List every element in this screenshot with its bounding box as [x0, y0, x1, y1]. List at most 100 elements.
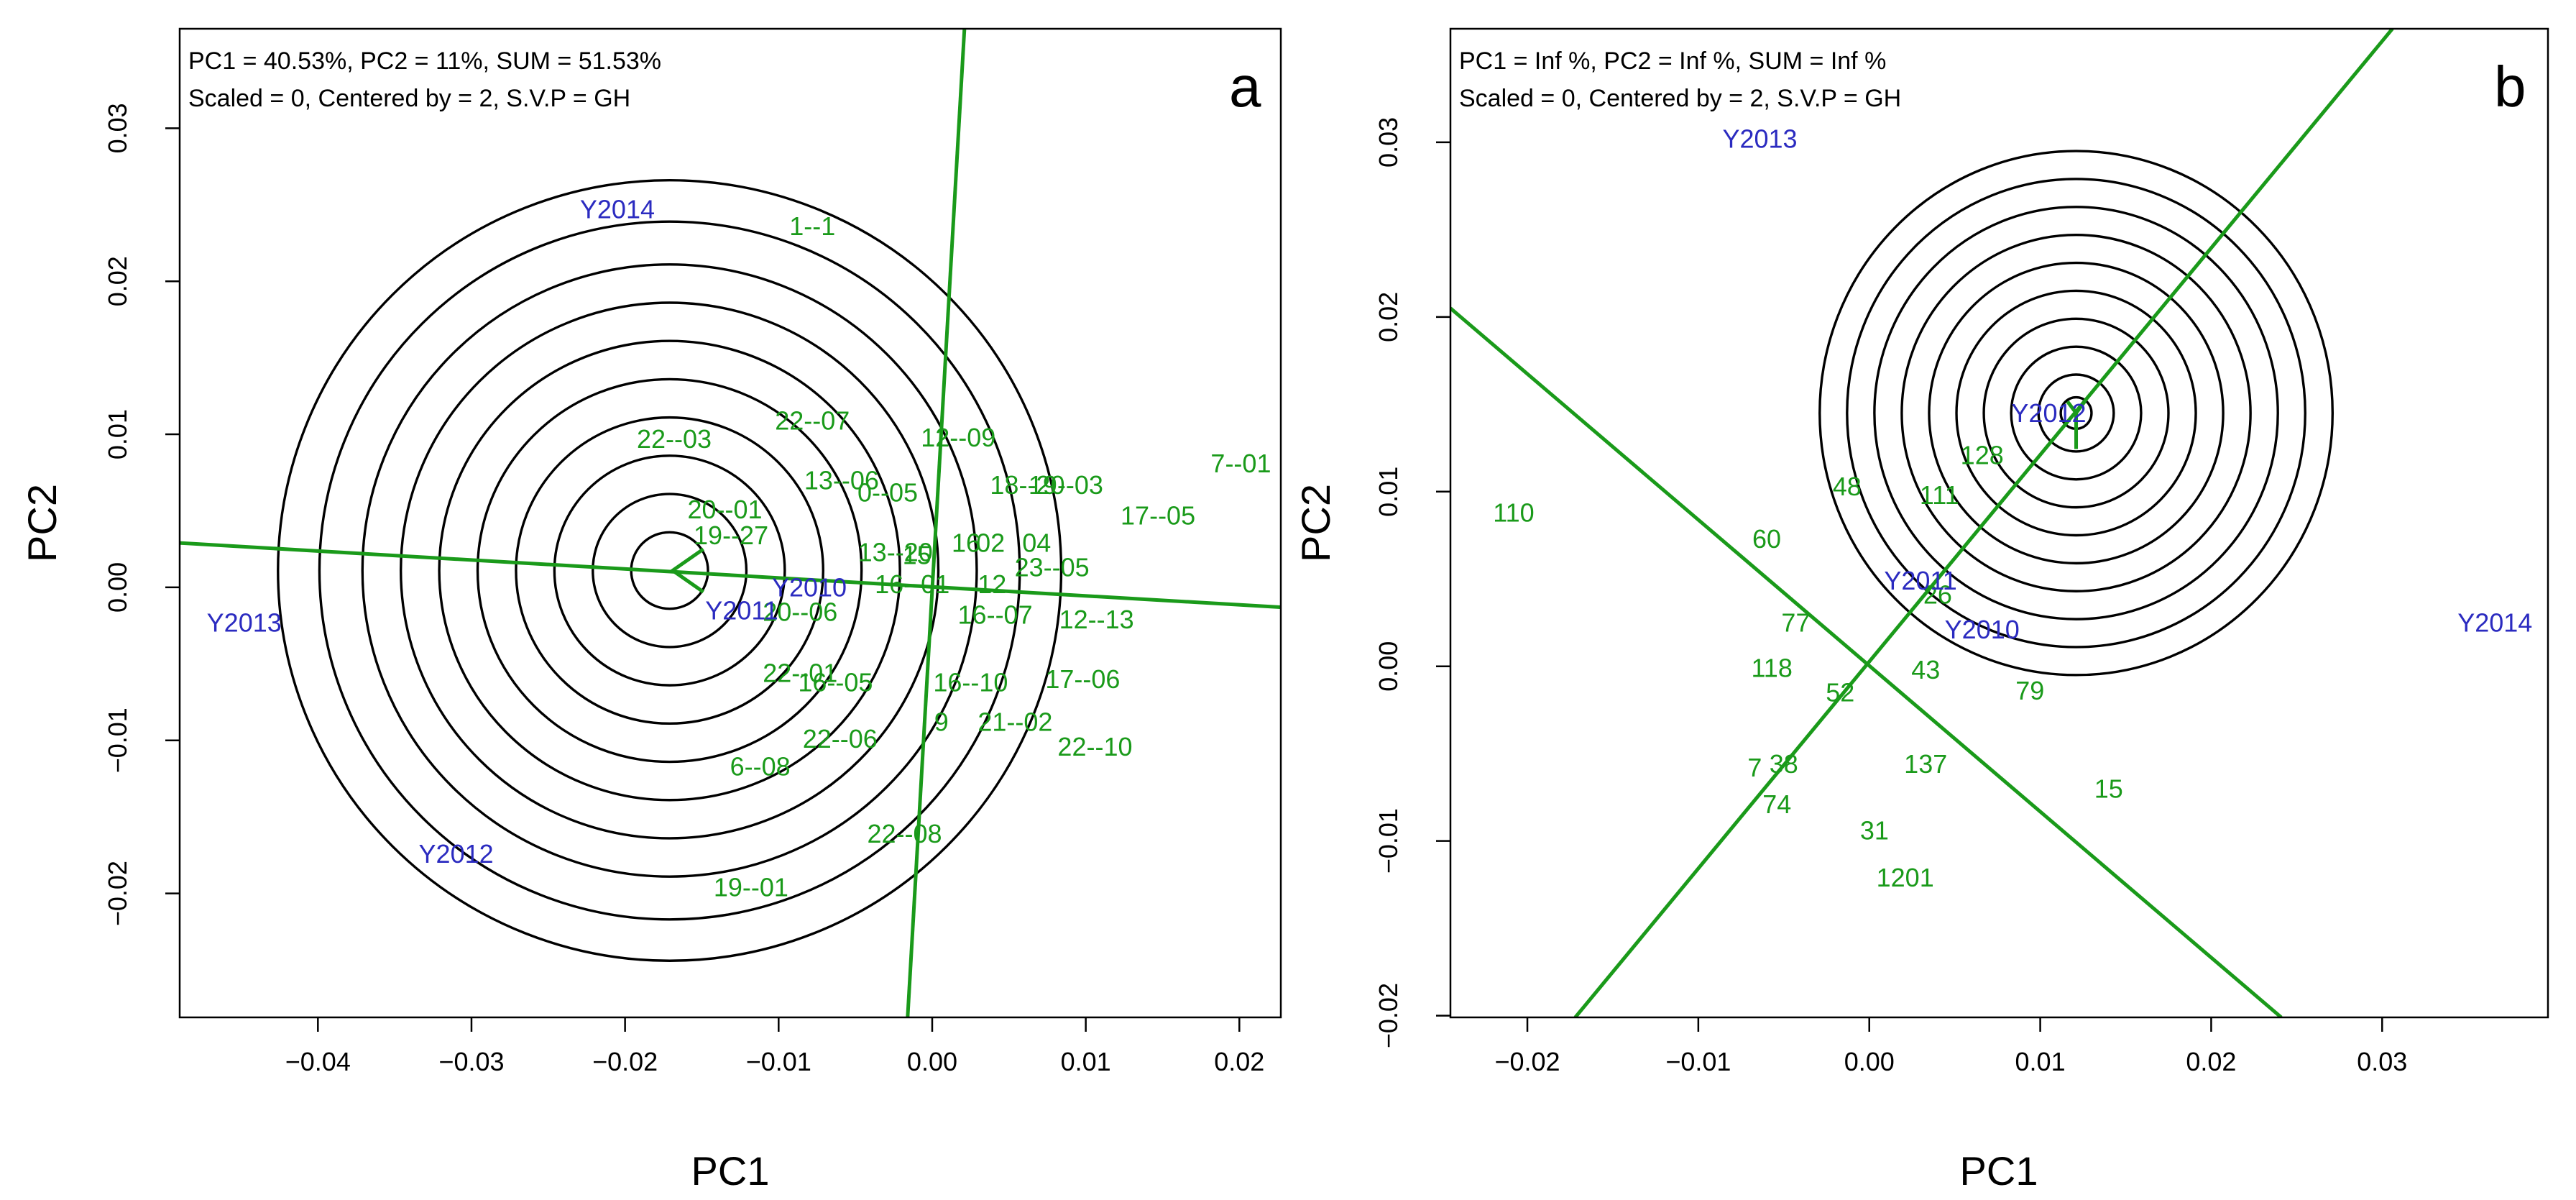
genotype-label: 110 [1493, 498, 1534, 527]
environment-label: Y2011 [705, 595, 778, 625]
x-tick-label: 0.00 [1844, 1047, 1895, 1076]
y-tick-label: 0.00 [1374, 641, 1403, 692]
axis-line [1573, 29, 2394, 1017]
genotype-label: 111 [1920, 480, 1959, 510]
genotype-label: 6--08 [730, 751, 791, 781]
genotype-label: 52 [1826, 678, 1854, 707]
genotype-label: 118 [1751, 654, 1792, 683]
genotype-label: 1201 [1877, 863, 1934, 892]
genotype-label: 38 [1770, 749, 1798, 779]
environment-label: Y2010 [772, 572, 847, 602]
concentric-ring [1982, 317, 2170, 509]
y-axis-label: PC2 [19, 484, 65, 562]
concentric-ring [361, 263, 978, 878]
genotype-label: 7--01 [1210, 449, 1271, 478]
average-arrow [669, 547, 705, 594]
environment-label: Y2014 [580, 195, 655, 224]
concentric-ring [1873, 206, 2279, 620]
genotype-label: 74 [1762, 789, 1791, 819]
genotype-label: 7 [1747, 753, 1762, 782]
concentric-ring [515, 416, 824, 725]
concentric-ring [1846, 178, 2306, 649]
x-axis-label: PC1 [1960, 1148, 2038, 1194]
genotype-label: 16--10 [933, 667, 1008, 697]
genotype-label: 20--01 [687, 495, 762, 524]
genotype-label: 16 [952, 528, 980, 558]
genotype-label: 18--20 [990, 470, 1064, 500]
genotype-label: 12--09 [921, 423, 995, 452]
genotype-label: 128 [1961, 440, 2004, 470]
info-text: Scaled = 0, Centered by = 2, S.V.P = GH [1459, 85, 1901, 112]
concentric-ring [476, 377, 863, 764]
info-text: PC1 = Inf %, PC2 = Inf %, SUM = Inf % [1459, 47, 1886, 75]
y-axis-label: PC2 [1293, 484, 1338, 562]
genotype-label: 19--27 [694, 521, 768, 550]
genotype-label: 13--06 [804, 465, 879, 495]
concentric-ring [1900, 233, 2252, 592]
environment-label: Y2013 [1722, 124, 1797, 154]
environment-label: Y2011 [1884, 566, 1956, 595]
axis-line [906, 29, 967, 1017]
x-tick-label: −0.03 [438, 1047, 504, 1076]
genotype-label: 22--03 [637, 424, 712, 454]
concentric-ring [592, 493, 748, 649]
genotype-label: 02 [976, 528, 1005, 558]
genotype-label: 22--07 [775, 406, 850, 435]
y-tick-label: 0.02 [103, 256, 132, 306]
concentric-ring [553, 454, 786, 687]
genotype-label: 16--01 [875, 569, 949, 599]
genotype-label: 9 [934, 707, 949, 737]
x-tick-label: 0.02 [1214, 1047, 1264, 1076]
environment-label: Y2014 [2457, 608, 2532, 637]
x-tick-label: 0.02 [2186, 1047, 2236, 1076]
x-tick-label: −0.04 [285, 1047, 351, 1076]
x-tick-label: −0.02 [1494, 1047, 1560, 1076]
y-tick-label: −0.01 [103, 707, 132, 773]
panel-letter: a [1229, 55, 1261, 119]
x-tick-label: −0.01 [1665, 1047, 1731, 1076]
genotype-label: 22--06 [803, 724, 878, 754]
plot-frame [1449, 27, 2549, 1019]
genotype-label: 31 [1860, 816, 1889, 846]
genotype-label: 16--07 [958, 600, 1033, 630]
concentric-ring [2010, 345, 2143, 481]
concentric-ring [277, 179, 1063, 962]
genotype-label: 0--05 [857, 477, 918, 507]
x-tick-label: 0.03 [2357, 1047, 2407, 1076]
genotype-label: 21--02 [978, 707, 1052, 737]
genotype-label: 43 [1911, 655, 1940, 684]
y-tick-label: −0.02 [103, 861, 132, 926]
plot-frame [178, 27, 1282, 1019]
x-tick-label: 0.00 [907, 1047, 957, 1076]
x-axis-label: PC1 [691, 1148, 770, 1194]
genotype-label: 19--03 [1029, 470, 1103, 500]
genotype-label: 26 [1923, 580, 1952, 610]
concentric-ring [399, 301, 940, 840]
axis-line [1450, 306, 2283, 1017]
genotype-label: 13--20 [858, 537, 933, 567]
genotype-label: 16--05 [798, 667, 873, 697]
y-tick-label: −0.01 [1374, 808, 1403, 874]
genotype-label: 1--1 [789, 211, 835, 241]
x-tick-label: −0.02 [592, 1047, 658, 1076]
y-tick-label: 0.03 [103, 103, 132, 153]
genotype-label: 17--06 [1045, 664, 1120, 694]
environment-label: Y2013 [207, 608, 282, 637]
genotype-label: 12 [978, 569, 1006, 599]
genotype-label: 23--05 [1015, 553, 1090, 582]
y-tick-label: 0.01 [1374, 467, 1403, 517]
genotype-label: 22--08 [867, 819, 942, 848]
y-tick-label: 0.00 [103, 562, 132, 613]
genotype-label: 15 [2094, 774, 2123, 803]
genotype-label: 15 [903, 541, 932, 570]
genotype-label: 19--01 [714, 873, 788, 902]
genotype-label: 20--06 [763, 597, 837, 626]
concentric-ring [318, 220, 1021, 921]
environment-label: Y2012 [2011, 398, 2086, 428]
genotype-label: 77 [1781, 608, 1810, 637]
